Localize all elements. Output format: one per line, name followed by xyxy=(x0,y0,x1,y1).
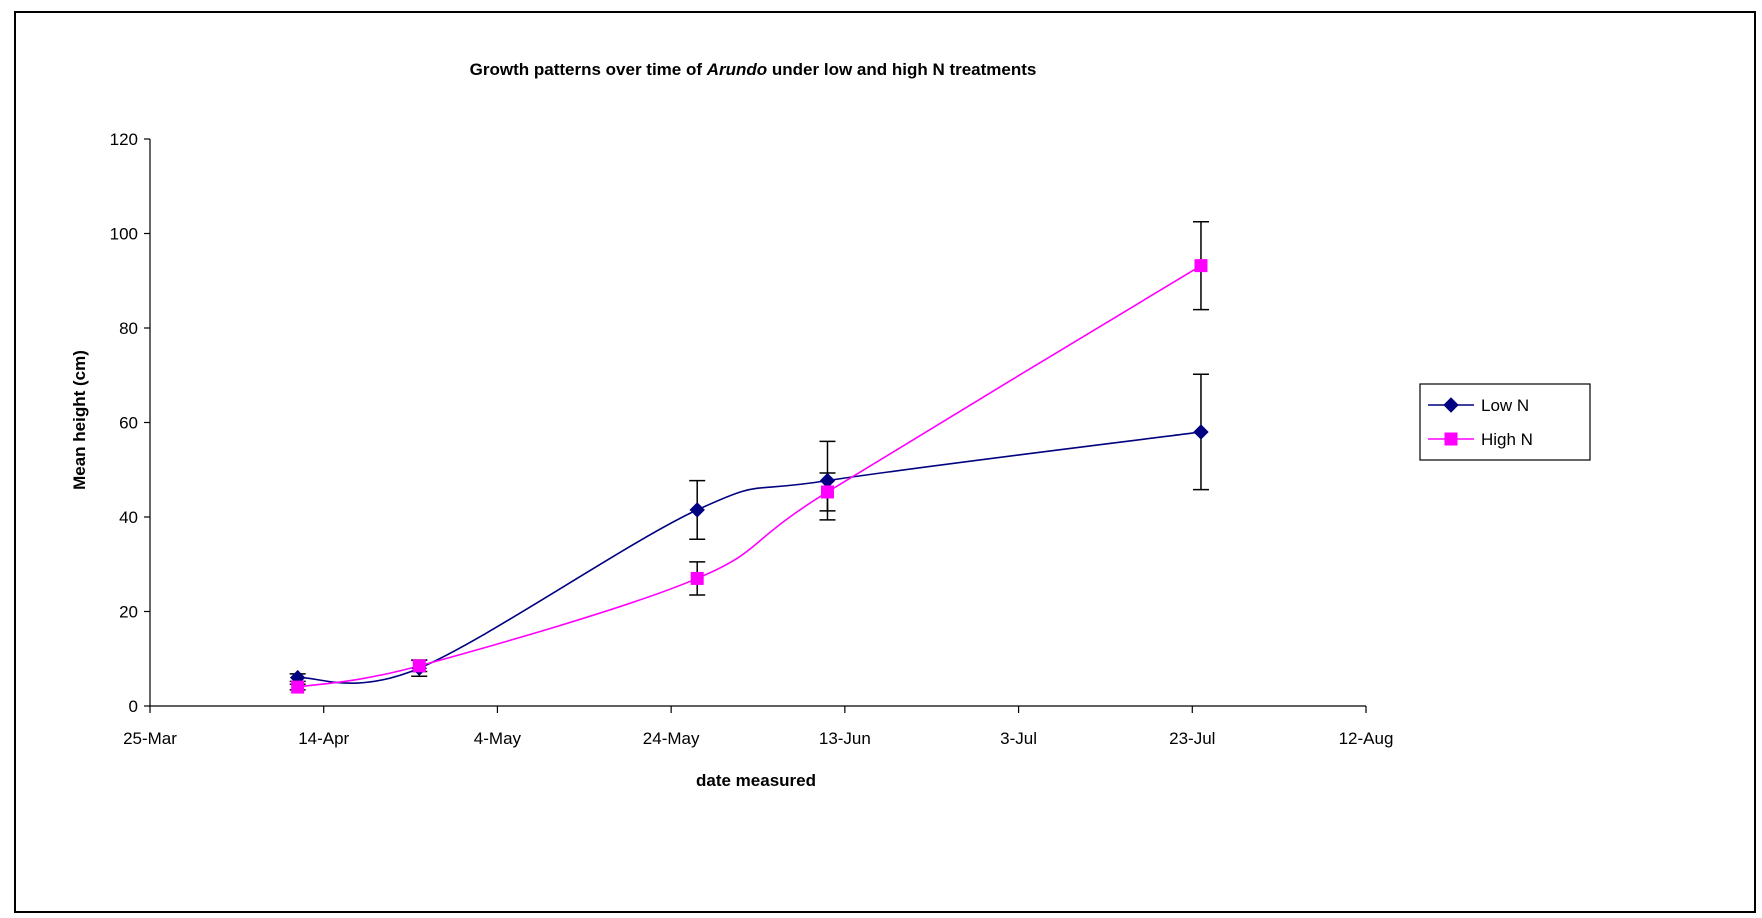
data-point-high-n xyxy=(412,659,426,673)
legend-marker-high-n xyxy=(1444,432,1458,446)
x-tick-label: 12-Aug xyxy=(1339,729,1394,748)
legend: Low N High N xyxy=(1419,383,1591,461)
x-tick-label: 25-Mar xyxy=(123,729,177,748)
x-tick-label: 3-Jul xyxy=(1000,729,1037,748)
x-tick-label: 4-May xyxy=(474,729,522,748)
y-tick-label: 80 xyxy=(119,319,138,338)
y-tick-label: 40 xyxy=(119,508,138,527)
legend-item-low-n: Low N xyxy=(1428,396,1529,415)
data-point-high-n xyxy=(291,680,305,694)
chart-title-part: Arundo xyxy=(706,60,767,79)
chart-frame xyxy=(14,11,1756,913)
series-line-low-n xyxy=(297,431,1202,684)
legend-label-high-n: High N xyxy=(1481,430,1533,449)
legend-box xyxy=(1419,383,1591,461)
chart-title-part: under low and high N treatments xyxy=(767,60,1036,79)
y-tick-label: 20 xyxy=(119,603,138,622)
data-point-high-n xyxy=(820,485,834,499)
data-point-low-n xyxy=(1193,424,1209,440)
legend-marker-low-n xyxy=(1443,397,1459,413)
data-point-high-n xyxy=(690,571,704,585)
x-axis-title: date measured xyxy=(696,771,816,790)
y-axis-title: Mean height (cm) xyxy=(70,350,89,490)
y-tick-label: 0 xyxy=(129,697,138,716)
y-tick-label: 100 xyxy=(110,225,138,244)
x-tick-label: 13-Jun xyxy=(819,729,871,748)
data-point-high-n xyxy=(1194,259,1208,273)
x-tick-label: 24-May xyxy=(643,729,700,748)
x-ticks: 25-Mar 14-Apr 4-May 24-May 13-Jun 3-Jul 23-Jul… xyxy=(123,706,1393,748)
x-tick-label: 23-Jul xyxy=(1169,729,1215,748)
chart-title-part: Growth patterns over time of xyxy=(470,60,707,79)
chart-title: Growth patterns over time of Arundo unde… xyxy=(470,60,1037,79)
y-ticks: 0 20 40 60 80 100 120 xyxy=(110,130,150,716)
x-tick-label: 14-Apr xyxy=(298,729,349,748)
data-point-low-n xyxy=(689,502,705,518)
legend-label-low-n: Low N xyxy=(1481,396,1529,415)
series-layer xyxy=(289,220,1209,694)
series-markers xyxy=(289,259,1209,694)
y-tick-label: 120 xyxy=(110,130,138,149)
series-line-high-n xyxy=(297,264,1202,688)
legend-item-high-n: High N xyxy=(1428,430,1533,449)
y-tick-label: 60 xyxy=(119,414,138,433)
series-lines xyxy=(297,264,1202,688)
